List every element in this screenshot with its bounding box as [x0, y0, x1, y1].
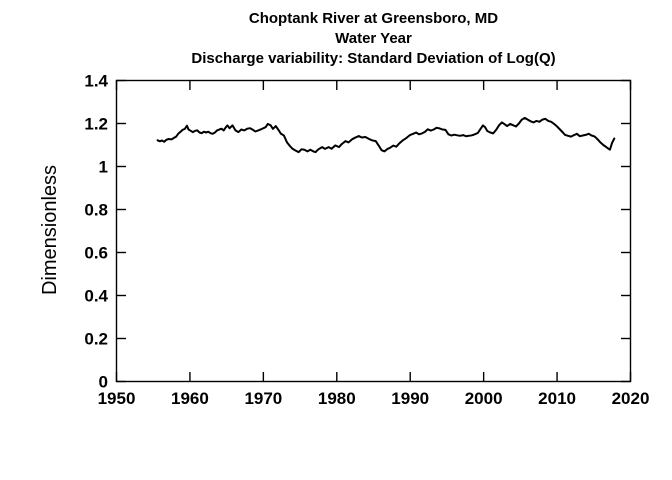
- x-axis-tick-labels: 1950 1960 1970 1980 1990 2000 2010 2020: [98, 389, 650, 408]
- y-tick-label: 0.2: [84, 330, 108, 349]
- y-tick-label: 1: [99, 158, 108, 177]
- x-tick-label: 2010: [538, 389, 576, 408]
- y-tick-label: 0.8: [84, 201, 108, 220]
- chart-title-line1: Choptank River at Greensboro, MD: [248, 10, 499, 27]
- x-tick-label: 2020: [612, 389, 650, 408]
- y-axis-title: Dimensionless: [39, 165, 61, 295]
- y-tick-label: 0.6: [84, 244, 108, 263]
- x-tick-label: 1960: [171, 389, 209, 408]
- y-tick-label: 1.2: [84, 115, 108, 134]
- x-tick-label: 1950: [98, 389, 136, 408]
- x-tick-label: 1980: [318, 389, 356, 408]
- chart-title-block: Choptank River at Greensboro, MD Water Y…: [116, 9, 631, 69]
- chart-title-line3: Discharge variability: Standard Deviatio…: [191, 50, 556, 67]
- data-line-sd-logq: [156, 116, 616, 154]
- x-tick-label: 1970: [244, 389, 282, 408]
- x-tick-label: 2000: [465, 389, 503, 408]
- y-tick-label: 0.4: [84, 287, 108, 306]
- plot-box: [115, 79, 632, 383]
- chart-title-line2: Water Year: [335, 30, 412, 47]
- y-tick-label: 1.4: [84, 72, 108, 91]
- y-tick-label: 0: [99, 373, 108, 392]
- x-tick-label: 1990: [391, 389, 429, 408]
- y-axis-tick-labels: 0 0.2 0.4 0.6 0.8 1 1.2 1.4: [84, 72, 108, 392]
- axis-ticks: [115, 79, 632, 383]
